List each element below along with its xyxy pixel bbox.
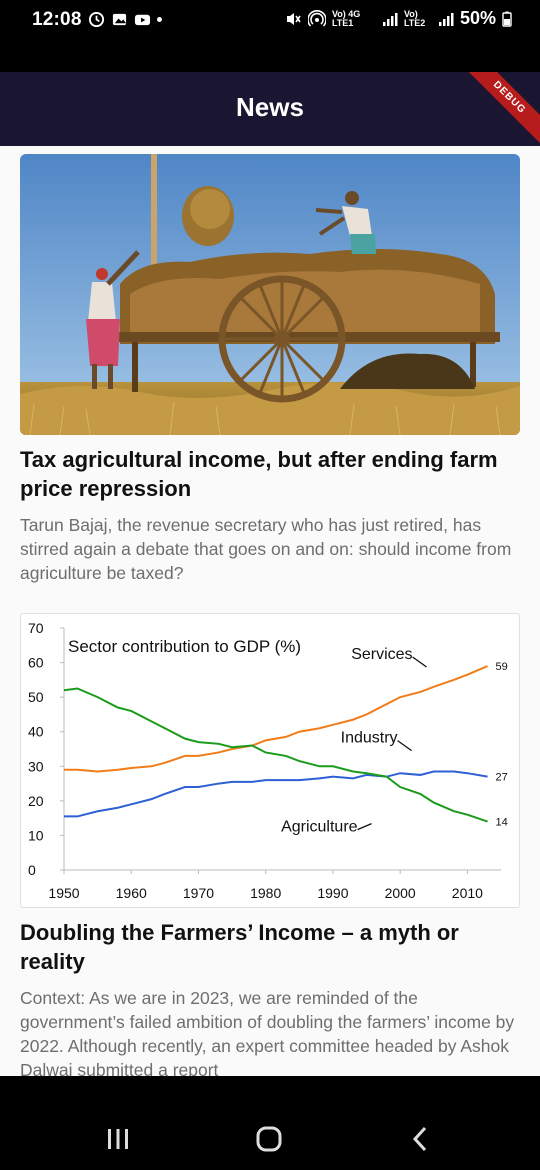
signal-1-icon	[382, 12, 398, 26]
series-end-value: 59	[496, 661, 508, 673]
x-tick-label: 1990	[317, 885, 348, 901]
news-image[interactable]: Sector contribution to GDP (%) 0 10 20 30 40…	[20, 613, 520, 908]
series-name-label: Agriculture	[281, 819, 358, 836]
annotation-arrow	[357, 823, 372, 831]
battery-percent: 50%	[459, 8, 496, 28]
status-system-icons: Vo) 4G LTE1 Vo) LTE2 50%	[284, 8, 512, 29]
gdp-sector-chart: Sector contribution to GDP (%) 0 10 20 30 40…	[28, 620, 508, 901]
status-notification-icons	[88, 11, 162, 28]
home-icon[interactable]	[249, 1124, 289, 1154]
recent-apps-icon[interactable]	[98, 1124, 138, 1154]
news-description: Context: As we are in 2023, we are remin…	[20, 988, 515, 1076]
chart-series	[63, 665, 488, 823]
x-tick-label: 2010	[452, 885, 483, 901]
x-tick-label: 1960	[116, 885, 147, 901]
news-title[interactable]: Tax agricultural income, but after endin…	[20, 447, 498, 501]
x-tick-label: 1980	[250, 885, 281, 901]
x-tick-label: 1950	[48, 885, 79, 901]
news-list[interactable]: Tax agricultural income, but after endin…	[0, 146, 540, 1076]
y-tick-label: 10	[28, 827, 44, 843]
series-name-label: Services	[351, 646, 412, 663]
status-time: 12:08	[32, 9, 82, 30]
x-tick-label: 1970	[183, 885, 214, 901]
mute-vibrate-icon	[286, 12, 301, 25]
news-description: Tarun Bajaj, the revenue secretary who h…	[20, 515, 512, 583]
news-card[interactable]: Tax agricultural income, but after endin…	[20, 154, 520, 585]
page-title: News	[236, 92, 304, 122]
chart-annotations: 59 Services 27 Industry 14 Agriculture	[281, 646, 508, 836]
chart-title: Sector contribution to GDP (%)	[68, 637, 301, 656]
y-tick-label: 70	[28, 620, 44, 636]
annotation-arrow	[397, 740, 412, 752]
y-tick-label: 0	[28, 862, 36, 878]
news-image[interactable]	[20, 154, 520, 435]
chart-axes: 0 10 20 30 40 50 60 70 1950 1960 1970 1980 1990 2000 2…	[28, 620, 501, 901]
network-label-1: Vo) 4G LTE1	[331, 8, 361, 28]
app-bar: News DEBUG	[0, 72, 540, 146]
signal-2-icon	[438, 12, 454, 26]
status-bar: 12:08 Vo) 4G LTE1 Vo) LTE2 50%	[0, 0, 540, 72]
network-label-2: Vo) LTE2	[403, 8, 426, 28]
series-name-label: Industry	[341, 730, 398, 747]
y-tick-label: 40	[28, 724, 44, 740]
y-tick-label: 20	[28, 793, 44, 809]
y-tick-label: 50	[28, 689, 44, 705]
series-line-services	[64, 665, 488, 773]
dot-icon	[157, 17, 162, 22]
series-end-value: 14	[496, 817, 508, 829]
news-card[interactable]: Sector contribution to GDP (%) 0 10 20 30 40…	[20, 613, 520, 1076]
gallery-icon	[112, 13, 127, 26]
series-line-agriculture	[63, 687, 488, 823]
series-line-industry	[64, 770, 488, 818]
annotation-arrow	[412, 656, 427, 668]
timer-icon	[88, 11, 105, 28]
back-icon[interactable]	[400, 1124, 440, 1154]
news-title[interactable]: Doubling the Farmers’ Income – a myth or…	[20, 920, 459, 974]
youtube-icon	[134, 14, 151, 26]
y-tick-label: 60	[28, 655, 44, 671]
battery-charging-icon	[502, 11, 512, 27]
y-tick-label: 30	[28, 758, 44, 774]
series-end-value: 27	[496, 772, 508, 784]
hotspot-icon	[307, 9, 326, 27]
farm-cart-photo	[20, 154, 520, 435]
x-tick-label: 2000	[385, 885, 416, 901]
system-nav-bar	[0, 1076, 540, 1170]
